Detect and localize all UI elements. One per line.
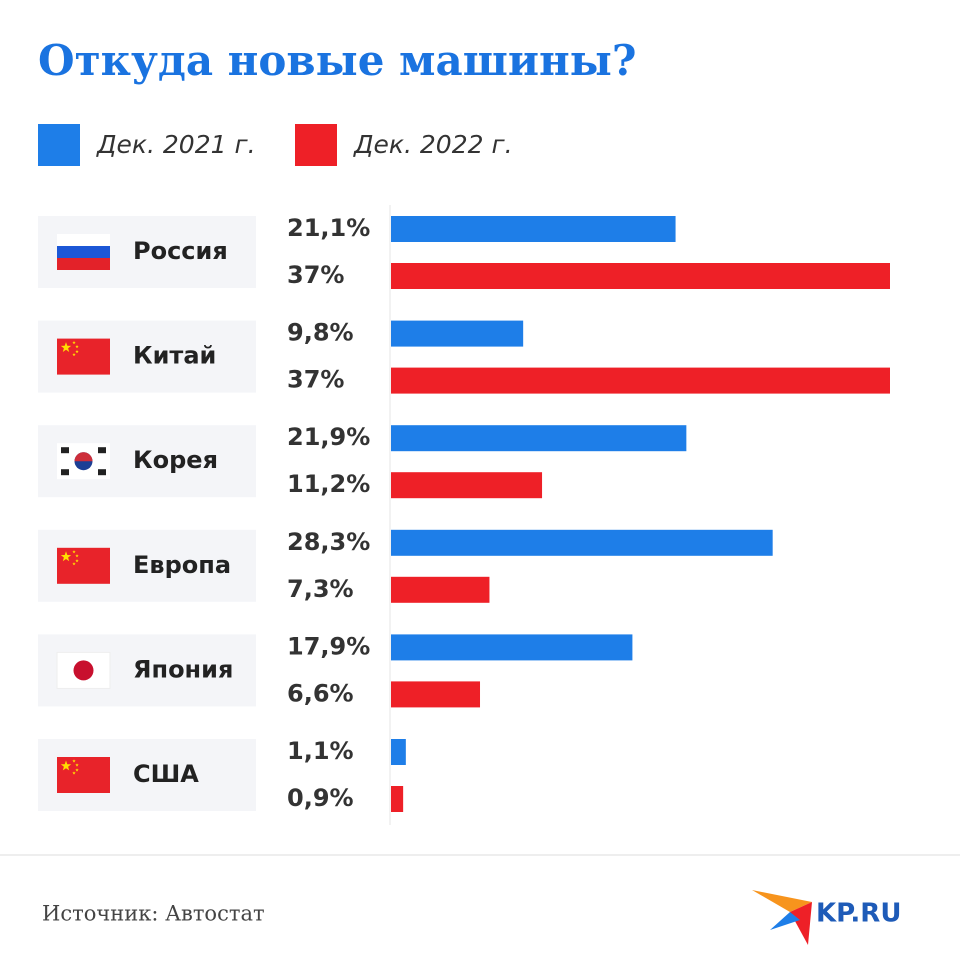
bar xyxy=(391,425,687,452)
logo-bird xyxy=(770,912,800,930)
category-label: Китай xyxy=(133,342,216,370)
value-label: 21,1% xyxy=(287,214,370,242)
bar xyxy=(391,739,406,765)
flag xyxy=(73,660,94,681)
legend-label: Дек. 2022 г. xyxy=(353,130,513,159)
flag xyxy=(72,771,76,775)
bar xyxy=(391,681,481,708)
value-label: 11,2% xyxy=(287,470,370,498)
logo-bird xyxy=(752,890,812,912)
flag xyxy=(60,551,72,562)
value-label: 1,1% xyxy=(287,737,354,765)
flag xyxy=(57,338,110,375)
legend-swatch xyxy=(295,124,337,166)
flag xyxy=(72,340,76,345)
bar xyxy=(391,367,890,394)
flag xyxy=(72,550,76,554)
flag xyxy=(60,342,72,352)
flag xyxy=(72,562,76,566)
bar xyxy=(391,472,543,499)
logo-bird xyxy=(790,902,812,945)
flag xyxy=(72,759,76,763)
bar xyxy=(391,576,490,603)
flag xyxy=(57,246,110,258)
flag xyxy=(61,469,69,476)
flag xyxy=(61,447,69,454)
category-label: Европа xyxy=(133,551,231,579)
flag xyxy=(57,757,110,793)
bar xyxy=(391,263,890,289)
value-label: 17,9% xyxy=(287,632,370,660)
value-label: 6,6% xyxy=(287,679,354,707)
value-label: 37% xyxy=(287,261,344,289)
logo-text: KP.RU xyxy=(816,899,901,929)
category-label: Россия xyxy=(133,237,228,265)
flag xyxy=(57,547,110,584)
value-label: 37% xyxy=(287,366,344,394)
flag xyxy=(75,763,79,767)
bar xyxy=(391,634,633,661)
flag xyxy=(75,554,79,558)
flag xyxy=(75,768,79,772)
flag xyxy=(74,452,93,462)
flag xyxy=(60,760,72,771)
value-label: 28,3% xyxy=(287,528,370,556)
legend-label: Дек. 2021 г. xyxy=(96,130,256,159)
value-label: 21,9% xyxy=(287,423,370,451)
chart-title: Откуда новые машины? xyxy=(38,36,636,85)
flag xyxy=(57,234,110,246)
value-label: 0,9% xyxy=(287,784,354,812)
flag xyxy=(75,559,79,563)
flag xyxy=(75,344,79,349)
flag xyxy=(98,469,106,476)
value-label: 7,3% xyxy=(287,575,354,603)
logo: KP.RU xyxy=(752,890,901,945)
bar xyxy=(391,320,524,347)
legend-swatch xyxy=(38,124,80,166)
bar xyxy=(391,216,676,242)
flag xyxy=(75,349,79,354)
flag xyxy=(57,258,110,270)
source: Источник: Автостат xyxy=(42,902,265,926)
flag xyxy=(72,352,76,357)
bar xyxy=(391,529,773,556)
value-label: 9,8% xyxy=(287,319,354,347)
flag xyxy=(98,447,106,454)
category-label: Япония xyxy=(133,655,233,683)
category-label: США xyxy=(133,760,199,788)
bar xyxy=(391,786,404,812)
category-label: Корея xyxy=(133,446,218,474)
